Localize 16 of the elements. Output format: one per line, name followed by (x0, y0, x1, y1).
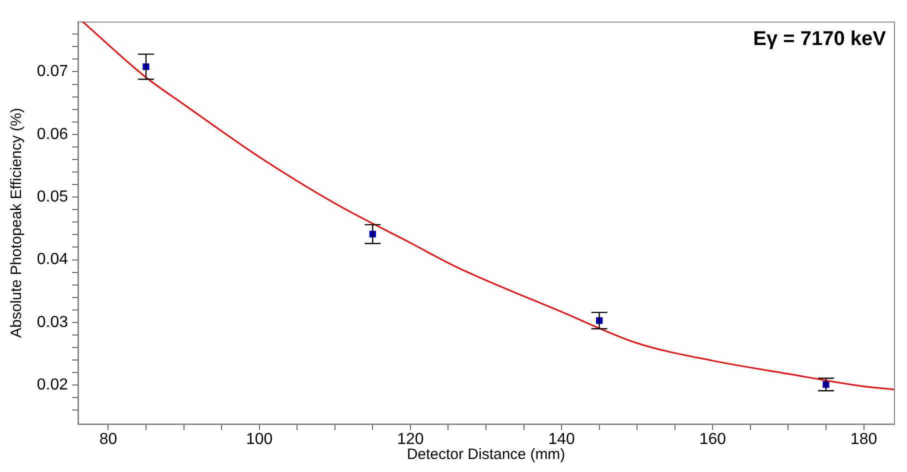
x-tick-label: 80 (99, 431, 118, 448)
y-tick-label: 0.06 (36, 126, 68, 143)
y-tick-label: 0.04 (36, 251, 68, 268)
x-tick-label: 100 (246, 431, 273, 448)
y-axis-title: Absolute Photopeak Efficiency (%) (8, 108, 26, 338)
x-axis-title: Detector Distance (mm) (406, 446, 566, 464)
x-tick-label: 140 (548, 431, 575, 448)
y-tick-label: 0.07 (36, 63, 68, 80)
x-tick-label: 160 (699, 431, 726, 448)
line-series (82, 22, 894, 390)
annotation: Eγ = 7170 keV (753, 28, 887, 50)
y-tick-label: 0.03 (36, 314, 68, 331)
x-tick-label: 120 (397, 431, 424, 448)
x-tick-label: 180 (850, 431, 878, 448)
y-tick-label: 0.02 (36, 376, 68, 394)
y-tick-label: 0.05 (36, 188, 68, 206)
